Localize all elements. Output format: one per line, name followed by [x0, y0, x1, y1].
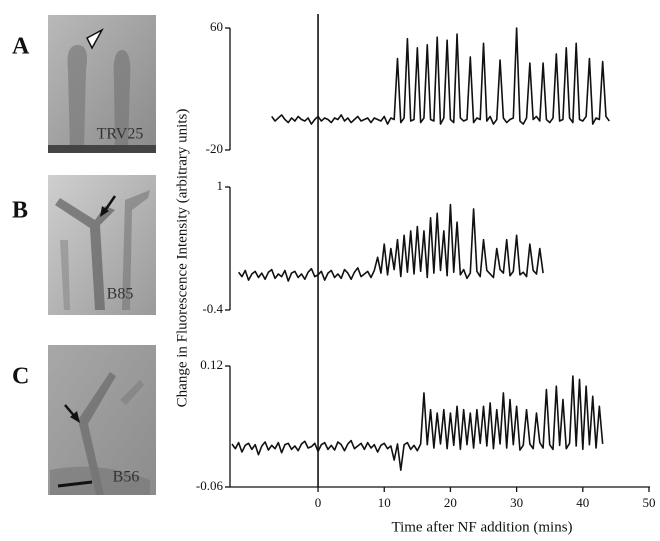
panel-label: C — [12, 364, 29, 390]
x-tick-label: 20 — [444, 495, 457, 510]
x-tick-label: 10 — [378, 495, 391, 510]
y-axis-label: Change in Fluorescence Intensity (arbitr… — [174, 109, 190, 408]
y-tick-label: -0.06 — [196, 478, 224, 493]
x-axis-label: Time after NF addition (mins) — [391, 519, 572, 535]
x-tick-label: 30 — [510, 495, 523, 510]
image-label: TRV25 — [97, 126, 144, 143]
y-tick-label: -0.4 — [202, 301, 223, 316]
x-tick-label: 40 — [576, 495, 589, 510]
image-label: B56 — [113, 469, 140, 486]
micrograph-b — [48, 175, 156, 315]
panel-label: B — [12, 198, 28, 224]
y-tick-label: 1 — [217, 178, 224, 193]
x-tick-label: 50 — [643, 495, 656, 510]
y-tick-label: 60 — [210, 19, 223, 34]
trace — [271, 27, 610, 125]
trace — [237, 203, 544, 282]
y-tick-label: 0.12 — [200, 357, 223, 372]
micrograph-c — [48, 345, 156, 495]
y-tick-label: -20 — [206, 141, 223, 156]
panel-label: A — [12, 34, 30, 60]
x-tick-label: 0 — [315, 495, 322, 510]
image-label: B85 — [107, 286, 134, 303]
micrograph-a — [48, 15, 156, 153]
trace — [231, 375, 604, 471]
